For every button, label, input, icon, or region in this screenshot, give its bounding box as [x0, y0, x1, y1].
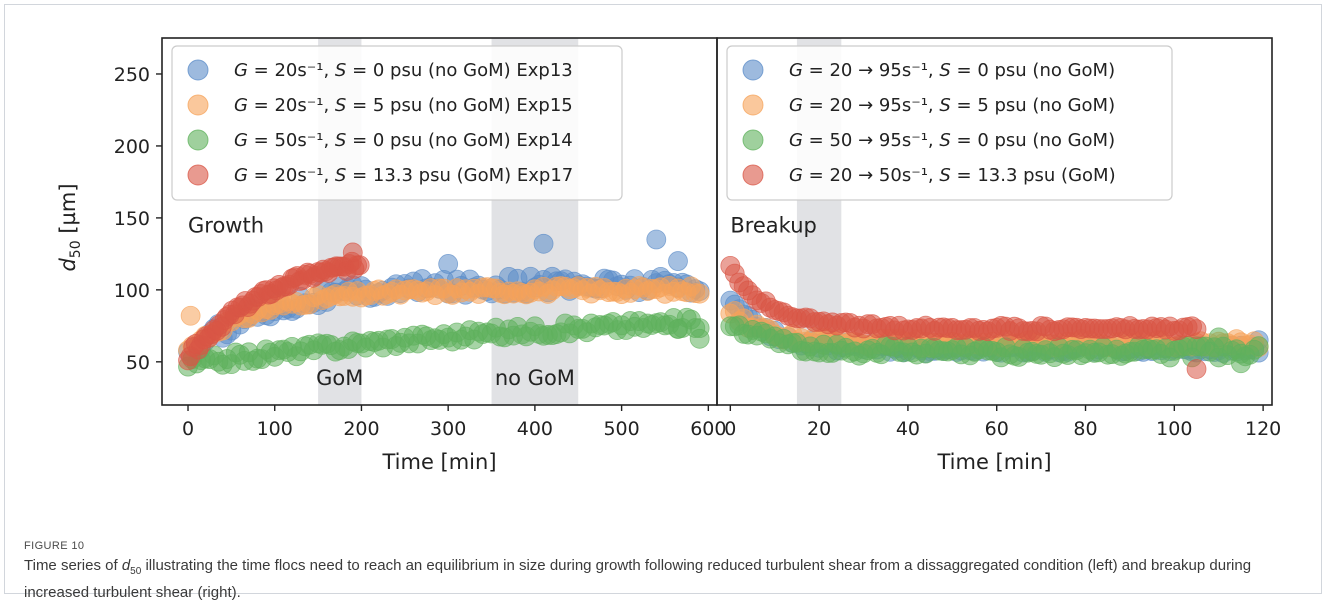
- growth-legend: G = 20s⁻¹, S = 0 psu (no GoM) Exp13 G = 2…: [171, 45, 623, 201]
- growth-y-tick-label: 200: [114, 136, 150, 158]
- figure-frame: [4, 4, 1322, 594]
- growth-x-tick-label: 500: [603, 418, 639, 440]
- breakup-legend: G = 20 → 95s⁻¹, S = 0 psu (no GoM) G = 20…: [726, 45, 1173, 201]
- growth-legend-label-green: G = 50s⁻¹, S = 0 psu (no GoM) Exp14: [234, 130, 573, 151]
- growth-y-tick-label: 150: [114, 208, 150, 230]
- growth-data-points: [178, 229, 710, 377]
- growth-point-orange: [180, 305, 201, 326]
- breakup-x-tick-label: 0: [724, 418, 736, 440]
- growth-legend-box: [171, 45, 623, 201]
- growth-point-blue: [668, 251, 688, 271]
- growth-legend-marker-red: [187, 164, 209, 186]
- breakup-point-green: [1248, 336, 1269, 357]
- breakup-x-tick-label: 120: [1245, 418, 1281, 440]
- growth-panel: Growth GoM no GoM 0 100 200 300 400 500 600 Time […: [56, 37, 726, 474]
- growth-y-tick-label: 50: [126, 352, 150, 374]
- breakup-legend-marker-red: [742, 164, 764, 186]
- breakup-x-tick-label: 100: [1156, 418, 1192, 440]
- breakup-point-red: [1186, 319, 1207, 340]
- growth-annotation: no GoM: [495, 366, 575, 390]
- growth-x-tick-label: 100: [257, 418, 293, 440]
- breakup-point-green: [1208, 327, 1229, 348]
- caption-variable: d: [121, 557, 131, 574]
- breakup-legend-marker-orange: [742, 94, 764, 116]
- breakup-axes-frame: [716, 37, 1273, 406]
- breakup-point-red: [1186, 359, 1207, 379]
- breakup-panel: Breakup 0 20 40 60 80 100 120 Time [min] G = 20 →…: [716, 37, 1281, 474]
- breakup-legend-label-red: G = 20 → 50s⁻¹, S = 13.3 psu (GoM): [789, 165, 1116, 186]
- growth-point-blue: [438, 254, 459, 274]
- breakup-x-tick-label: 40: [896, 418, 920, 440]
- growth-x-tick-label: 0: [182, 418, 194, 440]
- figure-caption: FIGURE 10 Time series of d50 illustratin…: [24, 540, 1314, 603]
- growth-point-blue: [533, 233, 554, 254]
- breakup-series-red: [720, 255, 1207, 379]
- breakup-legend-marker-blue: [742, 59, 764, 81]
- growth-point-orange: [689, 283, 710, 304]
- breakup-legend-marker-green: [742, 129, 764, 151]
- breakup-legend-label-blue: G = 20 → 95s⁻¹, S = 0 psu (no GoM): [789, 60, 1115, 81]
- growth-legend-marker-blue: [187, 59, 209, 81]
- growth-x-axis-label: Time [min]: [381, 450, 496, 474]
- growth-x-tick-label: 600: [690, 418, 726, 440]
- growth-legend-label-blue: G = 20s⁻¹, S = 0 psu (no GoM) Exp13: [234, 60, 573, 81]
- breakup-legend-label-orange: G = 20 → 95s⁻¹, S = 5 psu (no GoM): [789, 95, 1115, 116]
- growth-legend-label-red: G = 20s⁻¹, S = 13.3 psu (GoM) Exp17: [234, 165, 573, 186]
- breakup-legend-box: [726, 45, 1173, 201]
- growth-annotation: Growth: [188, 213, 264, 237]
- growth-y-tick-label: 250: [114, 64, 150, 86]
- growth-y-tick-label: 100: [114, 280, 150, 302]
- growth-legend-label-orange: G = 20s⁻¹, S = 5 psu (no GoM) Exp15: [234, 95, 573, 116]
- breakup-legend-label-green: G = 50 → 95s⁻¹, S = 0 psu (no GoM): [789, 130, 1115, 151]
- caption-before: Time series of: [24, 557, 122, 574]
- growth-x-tick-label: 400: [517, 418, 553, 440]
- growth-legend-marker-green: [187, 129, 209, 151]
- growth-x-tick-label: 200: [343, 418, 379, 440]
- breakup-data-points: [720, 255, 1269, 379]
- caption-subscript: 50: [130, 566, 142, 577]
- growth-point-blue: [646, 229, 667, 250]
- caption-after: illustrating the time flocs need to reac…: [24, 557, 1252, 601]
- growth-point-green: [689, 328, 710, 349]
- breakup-x-tick-label: 80: [1073, 418, 1097, 440]
- breakup-x-tick-label: 20: [807, 418, 831, 440]
- breakup-series-green: [720, 315, 1269, 374]
- growth-y-axis-label: d50 [µm]: [56, 183, 84, 271]
- figure-label: FIGURE 10: [24, 540, 85, 552]
- growth-legend-marker-orange: [187, 94, 209, 116]
- growth-x-tick-label: 300: [430, 418, 466, 440]
- breakup-x-tick-label: 60: [985, 418, 1009, 440]
- breakup-point-green: [1231, 353, 1251, 374]
- growth-point-green: [668, 318, 688, 339]
- caption-text: Time series of d50 illustrating the time…: [24, 555, 1314, 603]
- growth-point-red: [342, 242, 363, 263]
- breakup-annotation: Breakup: [730, 213, 817, 237]
- growth-series-red: [178, 242, 370, 371]
- breakup-x-axis-label: Time [min]: [936, 450, 1051, 474]
- growth-annotation: GoM: [316, 366, 363, 390]
